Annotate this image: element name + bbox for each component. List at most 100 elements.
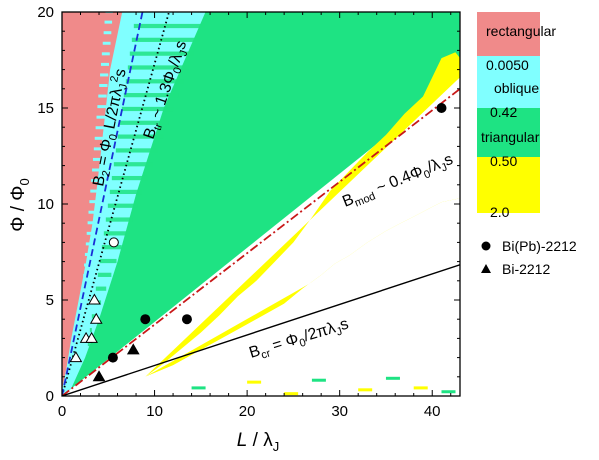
boundary-lines — [62, 12, 460, 396]
rectangular-stripe — [104, 20, 113, 24]
colorbar: rectangular 0.0050 oblique 0.42 triangul… — [477, 12, 556, 220]
marker-open-triangle — [85, 331, 98, 343]
rectangular-stripe — [99, 84, 108, 87]
oblique-stripe — [131, 37, 200, 42]
oblique-stripe — [107, 203, 138, 208]
x-tick-label: 40 — [424, 403, 441, 420]
oblique-stripe — [133, 23, 205, 29]
marker-open-triangle — [89, 312, 103, 324]
rectangular-stripe — [101, 52, 110, 56]
oblique-stripe — [117, 134, 164, 139]
oblique-stripe — [105, 217, 133, 222]
rectangular-stripe — [92, 168, 102, 172]
oblique-stripe — [85, 355, 88, 360]
rectangular-stripe — [86, 231, 97, 235]
oblique-stripe — [87, 341, 90, 347]
colorbar-boundary-label: 0.42 — [490, 104, 517, 120]
colorbar-band-rectangular — [477, 12, 540, 56]
colorbar-band-yellow — [477, 157, 540, 213]
rectangular-stripe — [85, 242, 97, 246]
rectangular-stripe — [83, 274, 94, 278]
colorbar-boundary-label: 0.50 — [490, 153, 517, 169]
oblique-stripe — [115, 148, 158, 153]
rectangular-stripe — [90, 189, 100, 193]
x-axis-title: L / λJ — [237, 430, 279, 454]
y-tick-label: 0 — [46, 388, 54, 405]
colorbar-label-triangular: triangular — [481, 129, 540, 145]
line-bcr — [62, 264, 460, 396]
marker-circle — [181, 314, 192, 325]
colorbar-band-oblique — [477, 56, 540, 108]
region-white-lower — [62, 198, 460, 396]
oblique-stripe — [101, 245, 122, 250]
oblique-stripe — [111, 175, 148, 181]
y-axis-title: Φ / Φ0 — [8, 178, 32, 231]
x-tick-label: 0 — [58, 403, 66, 420]
speckle — [441, 390, 456, 394]
rectangular-stripe — [80, 305, 92, 309]
marker-open-circle — [108, 237, 119, 248]
oblique-stripe — [91, 314, 96, 319]
x-tick-label: 30 — [331, 403, 348, 420]
oblique-stripe — [103, 231, 127, 236]
rectangular-stripe — [82, 284, 93, 288]
legend-marker-triangle — [481, 264, 491, 273]
marker-circle — [140, 314, 151, 325]
heatmap-regions — [62, 12, 460, 396]
oblique-stripe — [99, 258, 117, 264]
oblique-stripe — [125, 79, 184, 84]
rectangular-stripe — [81, 295, 93, 299]
colorbar-band-triangular — [477, 108, 540, 157]
oblique-stripe — [113, 162, 153, 167]
rectangular-stripe — [95, 126, 105, 130]
oblique-stripe — [83, 369, 86, 374]
x-tick-label: 20 — [239, 403, 256, 420]
marker-circle — [107, 352, 118, 363]
line-bmod — [62, 88, 460, 396]
rectangular-stripe — [97, 105, 106, 109]
legend-label-bipb2212: Bi(Pb)-2212 — [502, 238, 577, 254]
oblique-stripe — [119, 120, 169, 125]
oblique-stripe — [97, 272, 112, 277]
legend-marker-circle — [481, 241, 491, 251]
colorbar-label-oblique: oblique — [494, 80, 539, 96]
colorbar-boundary-label: 2.0 — [490, 204, 510, 220]
rectangular-stripe — [96, 115, 106, 119]
speckle — [191, 386, 206, 390]
rectangular-stripe — [87, 221, 98, 225]
oblique-stripe — [121, 106, 174, 112]
line-b2 — [62, 12, 170, 396]
oblique-stripe — [127, 65, 189, 70]
speckle — [413, 386, 428, 390]
rectangular-stripe — [88, 210, 99, 214]
colorbar-boundary-label: 0.0050 — [486, 57, 529, 73]
rectangular-stripe — [100, 73, 109, 77]
marker-legend: Bi(Pb)-2212 Bi-2212 — [481, 238, 577, 277]
speckle — [385, 376, 400, 380]
marker-triangle — [92, 370, 106, 382]
rectangular-stripe — [84, 252, 96, 256]
y-tick-label: 15 — [37, 100, 54, 117]
oblique-stripe — [109, 189, 143, 195]
oblique-stripe — [123, 93, 179, 98]
rectangular-stripe — [93, 147, 103, 151]
y-tick-label: 5 — [46, 292, 54, 309]
speckle — [311, 378, 326, 382]
rectangular-stripe — [79, 316, 91, 320]
rectangular-stripe — [92, 157, 103, 161]
marker-triangle — [126, 343, 140, 355]
y-tick-label: 10 — [37, 196, 54, 213]
oblique-stripe — [129, 51, 195, 56]
data-markers — [69, 103, 447, 382]
colorbar-label-rectangular: rectangular — [486, 23, 556, 39]
rectangular-stripe — [98, 94, 107, 98]
oblique-stripe — [95, 286, 107, 291]
speckle — [284, 392, 299, 396]
rectangular-stripe — [89, 200, 100, 204]
axis-ticks — [61, 11, 460, 397]
legend-label-bi2212: Bi-2212 — [502, 261, 550, 277]
oblique-stripe — [89, 328, 92, 333]
rectangular-stripe — [91, 179, 101, 183]
rectangular-stripe — [103, 31, 112, 35]
